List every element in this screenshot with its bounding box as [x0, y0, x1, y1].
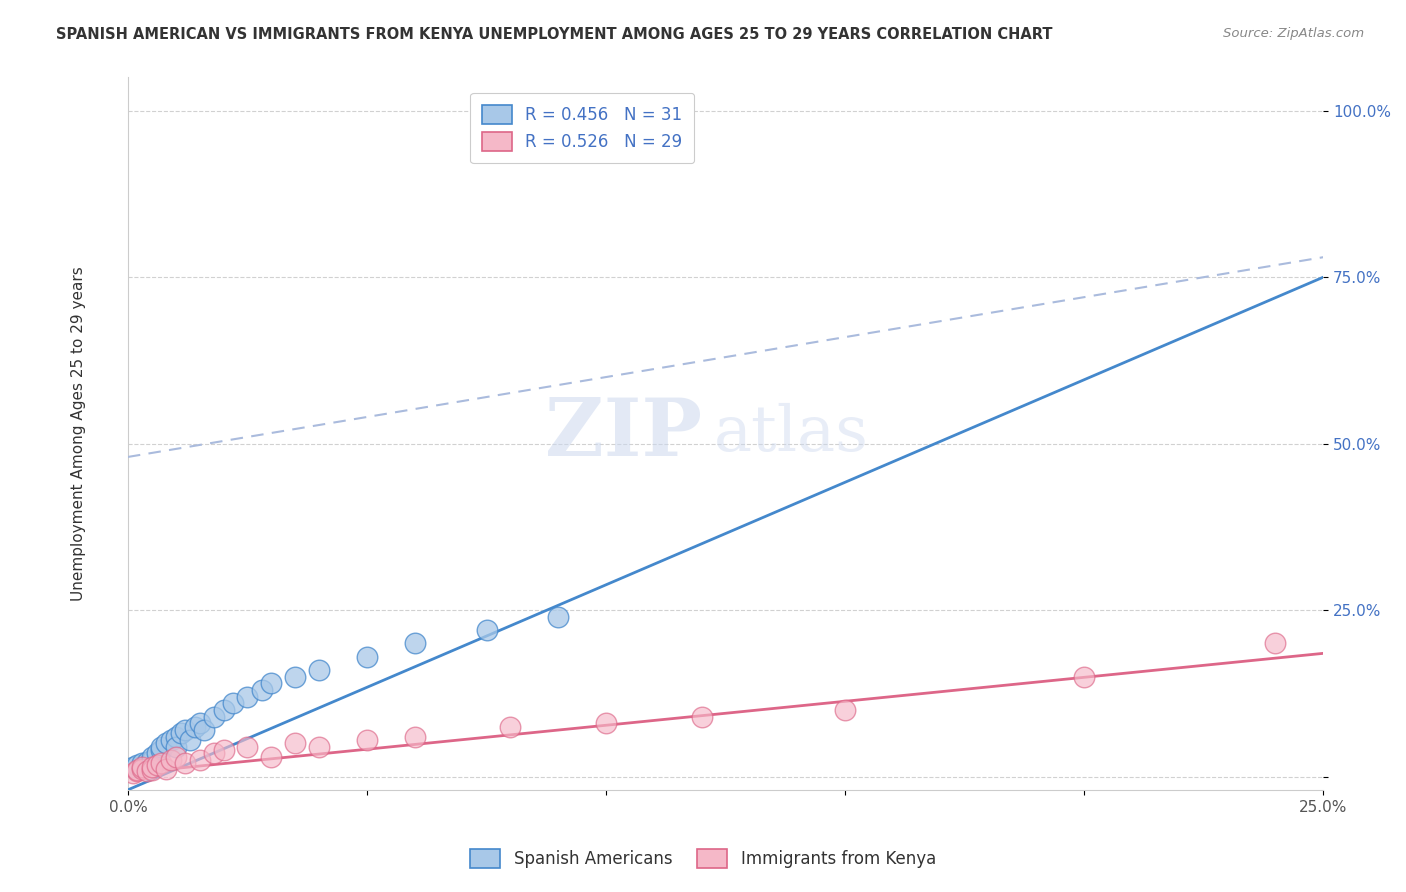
Point [136, 764, 159, 779]
Point [690, 709, 713, 723]
Point [155, 736, 177, 750]
Point [121, 766, 143, 780]
Point [284, 736, 307, 750]
Point [236, 739, 259, 754]
Point [222, 696, 245, 710]
Point [127, 763, 149, 777]
Point [595, 716, 617, 731]
Point [121, 759, 143, 773]
Point [141, 763, 163, 777]
Point [127, 764, 149, 779]
Point [141, 759, 163, 773]
Point [356, 732, 378, 747]
Point [165, 730, 187, 744]
Point [308, 663, 330, 677]
Point [250, 683, 273, 698]
Point [1264, 636, 1286, 650]
Point [475, 623, 498, 637]
Point [212, 703, 235, 717]
Point [160, 732, 183, 747]
Point [284, 670, 307, 684]
Point [260, 749, 283, 764]
Text: ZIP: ZIP [544, 394, 702, 473]
Point [131, 759, 153, 773]
Point [212, 743, 235, 757]
Point [141, 753, 163, 767]
Point [260, 676, 283, 690]
Point [150, 743, 173, 757]
Point [136, 755, 159, 769]
Point [131, 756, 153, 771]
Point [356, 649, 378, 664]
Text: atlas: atlas [714, 403, 869, 464]
Point [202, 709, 225, 723]
Legend: Spanish Americans, Immigrants from Kenya: Spanish Americans, Immigrants from Kenya [464, 842, 942, 875]
Point [174, 756, 197, 771]
Text: SPANISH AMERICAN VS IMMIGRANTS FROM KENYA UNEMPLOYMENT AMONG AGES 25 TO 29 YEARS: SPANISH AMERICAN VS IMMIGRANTS FROM KENY… [56, 27, 1053, 42]
Point [236, 690, 259, 704]
Point [150, 739, 173, 754]
Point [145, 746, 167, 760]
Point [179, 732, 201, 747]
Point [193, 723, 215, 737]
Point [1073, 670, 1095, 684]
Point [165, 739, 187, 754]
Point [188, 753, 211, 767]
Point [155, 762, 177, 776]
Point [160, 753, 183, 767]
Point [188, 716, 211, 731]
Point [308, 739, 330, 754]
Point [127, 757, 149, 772]
Point [165, 749, 187, 764]
Legend: R = 0.456   N = 31, R = 0.526   N = 29: R = 0.456 N = 31, R = 0.526 N = 29 [470, 93, 695, 163]
Text: Source: ZipAtlas.com: Source: ZipAtlas.com [1223, 27, 1364, 40]
Point [404, 730, 426, 744]
Point [499, 720, 522, 734]
Point [202, 746, 225, 760]
Point [834, 703, 856, 717]
Point [404, 636, 426, 650]
Point [547, 609, 569, 624]
Point [145, 757, 167, 772]
Point [141, 749, 163, 764]
Point [169, 726, 191, 740]
Point [184, 720, 207, 734]
Point [150, 756, 173, 771]
Point [174, 723, 197, 737]
Point [131, 762, 153, 776]
Y-axis label: Unemployment Among Ages 25 to 29 years: Unemployment Among Ages 25 to 29 years [72, 267, 86, 601]
